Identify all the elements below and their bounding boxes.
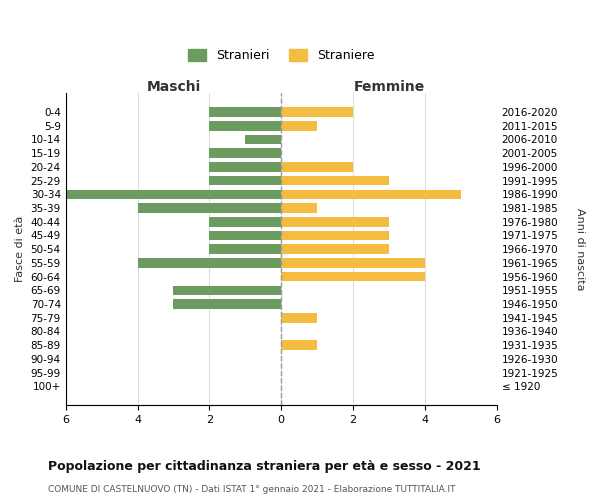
Bar [281, 313, 317, 322]
Bar [281, 162, 353, 172]
Legend: Stranieri, Straniere: Stranieri, Straniere [181, 43, 381, 68]
Bar [281, 340, 317, 350]
Bar [281, 203, 317, 213]
Bar [281, 176, 389, 186]
Bar [209, 121, 281, 130]
Bar [209, 217, 281, 226]
Bar [281, 107, 353, 117]
Bar [281, 121, 317, 130]
Bar [209, 176, 281, 186]
Bar [281, 272, 425, 281]
Bar [173, 286, 281, 295]
Bar [281, 244, 389, 254]
Bar [209, 162, 281, 172]
Bar [209, 148, 281, 158]
Bar [281, 230, 389, 240]
Bar [281, 258, 425, 268]
Text: Maschi: Maschi [146, 80, 200, 94]
Y-axis label: Anni di nascita: Anni di nascita [575, 208, 585, 290]
Bar [281, 190, 461, 199]
Text: Popolazione per cittadinanza straniera per età e sesso - 2021: Popolazione per cittadinanza straniera p… [48, 460, 481, 473]
Bar [281, 217, 389, 226]
Text: Femmine: Femmine [353, 80, 425, 94]
Bar [209, 230, 281, 240]
Bar [137, 203, 281, 213]
Bar [245, 134, 281, 144]
Bar [65, 190, 281, 199]
Text: COMUNE DI CASTELNUOVO (TN) - Dati ISTAT 1° gennaio 2021 - Elaborazione TUTTITALI: COMUNE DI CASTELNUOVO (TN) - Dati ISTAT … [48, 485, 455, 494]
Bar [209, 244, 281, 254]
Bar [137, 258, 281, 268]
Bar [209, 107, 281, 117]
Bar [173, 299, 281, 309]
Y-axis label: Fasce di età: Fasce di età [15, 216, 25, 282]
